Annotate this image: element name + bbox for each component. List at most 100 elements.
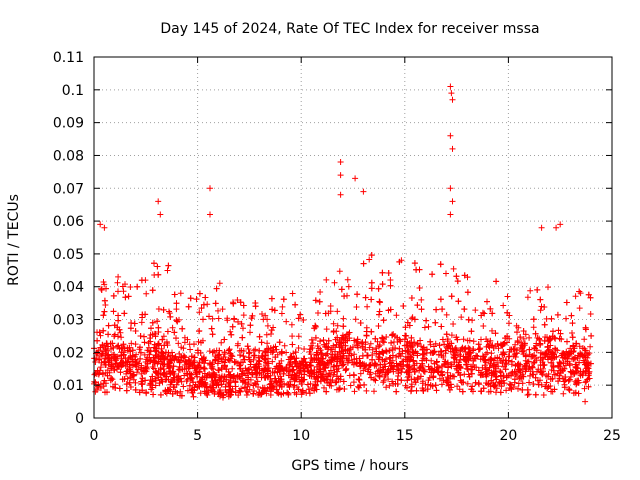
data-point — [299, 387, 306, 394]
data-point — [144, 354, 151, 361]
data-point — [375, 285, 382, 292]
data-point — [555, 378, 562, 385]
data-point — [198, 339, 204, 346]
data-point — [210, 369, 217, 376]
data-point — [180, 345, 187, 352]
data-point — [386, 347, 393, 354]
data-point — [278, 376, 285, 383]
data-point — [111, 355, 118, 362]
y-tick-label: 0.04 — [53, 280, 84, 296]
data-point — [155, 271, 162, 278]
data-point — [191, 341, 197, 348]
data-point — [247, 329, 253, 336]
data-point — [475, 346, 482, 353]
data-point — [541, 321, 548, 328]
data-point — [295, 345, 302, 351]
data-point — [382, 371, 389, 378]
data-point — [512, 362, 519, 369]
data-point — [317, 289, 324, 295]
data-point — [301, 346, 308, 352]
data-point — [141, 339, 148, 346]
data-point — [108, 362, 115, 369]
data-point — [470, 347, 477, 354]
data-point — [320, 337, 327, 344]
data-point — [387, 282, 394, 289]
data-point — [479, 353, 486, 360]
data-point — [134, 369, 140, 376]
data-point — [562, 374, 569, 380]
data-point — [545, 284, 551, 291]
data-point — [433, 306, 440, 313]
data-point — [269, 383, 276, 390]
data-point — [148, 386, 155, 393]
data-point — [380, 317, 387, 324]
data-point — [243, 392, 250, 398]
data-point — [385, 307, 392, 314]
data-point — [414, 302, 421, 309]
data-point — [330, 329, 337, 335]
data-point — [569, 330, 575, 336]
data-point — [192, 381, 199, 388]
data-point — [196, 328, 202, 335]
data-point — [240, 353, 247, 360]
data-point — [468, 328, 475, 335]
data-point — [530, 371, 537, 378]
data-point — [427, 338, 434, 345]
data-point — [290, 366, 297, 373]
data-point — [460, 336, 467, 343]
data-point — [587, 343, 594, 350]
data-point — [252, 303, 259, 310]
data-point — [220, 391, 227, 398]
data-point — [431, 367, 438, 374]
data-point — [532, 330, 539, 337]
data-point — [231, 315, 237, 322]
data-point — [478, 312, 485, 319]
data-point — [480, 323, 487, 329]
data-point — [572, 389, 579, 396]
data-point — [393, 354, 400, 360]
data-point — [497, 389, 504, 396]
data-point — [530, 360, 537, 366]
data-point — [543, 379, 550, 386]
data-point-outlier — [449, 198, 456, 205]
data-point — [514, 329, 520, 336]
data-point — [119, 283, 126, 290]
data-point — [522, 368, 529, 375]
data-point — [559, 367, 566, 374]
data-point — [504, 293, 511, 300]
data-point — [238, 359, 244, 366]
data-point — [393, 312, 400, 319]
data-point — [312, 382, 319, 389]
data-point — [240, 312, 247, 319]
data-point — [537, 377, 543, 384]
data-point — [408, 295, 415, 301]
data-point — [292, 349, 299, 356]
data-point — [269, 358, 276, 365]
data-point — [432, 340, 439, 347]
data-point — [437, 296, 444, 303]
data-point — [107, 340, 114, 347]
data-point — [281, 367, 288, 374]
data-point — [436, 342, 443, 349]
data-point — [377, 361, 384, 368]
data-point — [101, 358, 108, 365]
data-point — [102, 352, 109, 359]
data-point — [461, 272, 468, 279]
data-point — [567, 373, 574, 380]
data-point — [327, 379, 334, 385]
data-point — [110, 308, 117, 315]
data-point — [229, 323, 236, 330]
data-point — [496, 380, 503, 387]
data-point — [345, 283, 352, 290]
data-point — [281, 380, 288, 387]
data-point-outlier — [157, 211, 164, 218]
data-point — [464, 380, 471, 387]
data-point — [223, 376, 230, 383]
data-point — [503, 387, 510, 394]
data-point — [396, 258, 403, 265]
data-point — [215, 315, 222, 322]
data-point — [225, 368, 232, 375]
data-point — [154, 263, 161, 270]
data-point — [115, 273, 122, 280]
data-point — [269, 306, 276, 313]
